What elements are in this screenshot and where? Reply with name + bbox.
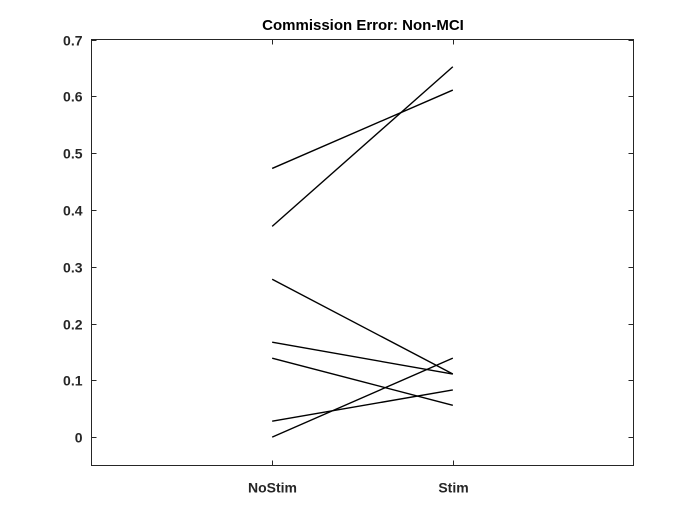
series-layer: [271, 66, 454, 438]
plot-frame: [91, 39, 634, 466]
y-tick-label: 0.1: [63, 373, 83, 389]
x-tick-label: NoStim: [248, 480, 297, 496]
series-line-7: [271, 357, 454, 438]
series-line-2: [271, 66, 454, 227]
y-tick-label: 0.2: [63, 317, 83, 333]
ticks-layer: 0 0.1 0.2 0.3 0.4 0.5 0.6 0.7 NoStim Stim: [63, 33, 634, 496]
series-line-4: [272, 341, 453, 375]
y-tick-label: 0.3: [63, 260, 83, 276]
series-line-3: [271, 278, 454, 375]
y-tick-label: 0.7: [63, 33, 83, 49]
series-line-1: [271, 89, 454, 170]
y-tick-label: 0.5: [63, 146, 83, 162]
y-tick-label: 0: [75, 430, 83, 446]
y-tick-label: 0.4: [63, 203, 83, 219]
y-tick-label: 0.6: [63, 89, 83, 105]
chart-title: Commission Error: Non-MCI: [262, 17, 464, 34]
x-tick-label: Stim: [438, 480, 468, 496]
series-line-5: [271, 357, 454, 406]
series-line-6: [272, 389, 453, 422]
